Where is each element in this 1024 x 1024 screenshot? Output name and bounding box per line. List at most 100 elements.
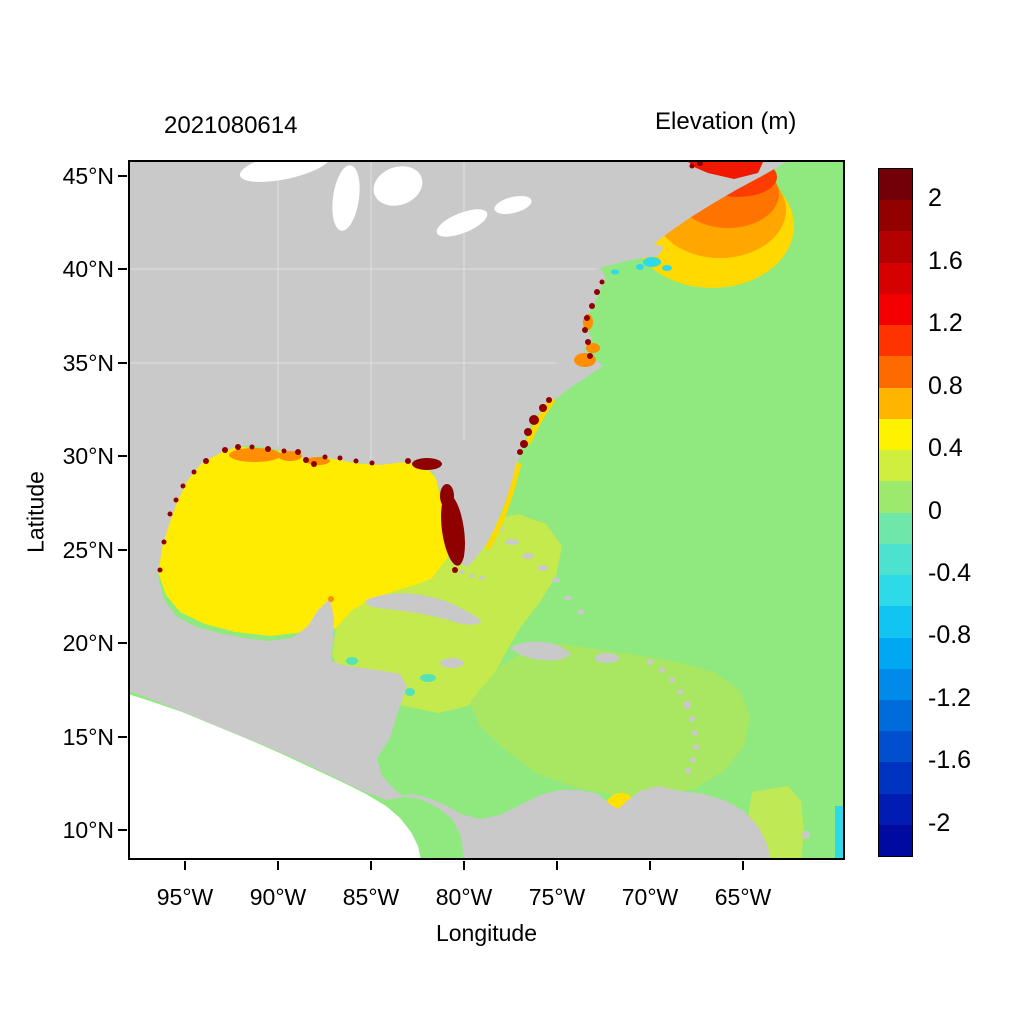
colorbar-tick-label: -0.4 (928, 558, 972, 587)
plot-frame (128, 160, 845, 860)
texas-surge-dot (281, 448, 287, 454)
teal-patches (346, 657, 436, 696)
georgia-surge-dot (539, 404, 547, 412)
lat-tick-label: 35°N (62, 349, 114, 376)
bahamas-island (489, 503, 497, 507)
bahamas-island (538, 565, 548, 571)
lesser-antilles-island (690, 757, 696, 763)
lat-tick-mark (118, 361, 127, 364)
lat-tick-mark (118, 548, 127, 551)
colorbar-cell (879, 387, 912, 419)
colorbar-tick-label: -0.8 (928, 621, 972, 650)
colorbar-cell (879, 356, 912, 388)
colorbar-tick-label: 0.8 (928, 371, 963, 400)
lon-tick-label: 95°W (156, 884, 214, 910)
texas-coast-orange-patch (229, 448, 281, 462)
colorbar-cell (879, 200, 912, 232)
lon-tick-mark (742, 861, 744, 870)
colorbar-title: Elevation (m) (655, 108, 797, 135)
colorbar-cell (879, 169, 912, 201)
colorbar-cell (879, 418, 912, 451)
elevation-map (128, 160, 845, 860)
lon-tick-label: 75°W (528, 884, 586, 910)
lesser-antilles-island (692, 730, 698, 736)
lake-huron (373, 166, 423, 206)
lat-tick-label: 25°N (62, 536, 114, 563)
lat-tick-label: 10°N (62, 817, 114, 843)
colorbar-tick-label: -1.2 (928, 683, 972, 712)
lat-tick-label: 45°N (62, 163, 114, 189)
lon-tick-mark (370, 861, 372, 870)
big-bend-surge-patch (412, 458, 442, 470)
lat-tick-mark (118, 455, 127, 458)
colorbar-tick-label: -2 (928, 808, 951, 837)
lesser-antilles-island (802, 831, 810, 839)
bahamas-island (552, 577, 560, 583)
cayman-teal-patch (420, 674, 436, 682)
south-america-landmass (399, 786, 770, 860)
north-america-landmass (128, 160, 790, 800)
lake-superior (239, 160, 331, 182)
colorbar-cell (879, 699, 912, 732)
central-caribbean-region (470, 644, 750, 796)
lat-tick-label: 30°N (62, 443, 114, 470)
pacific-ocean-blank-region (128, 694, 421, 860)
colorbar-tick-label: -1.6 (928, 746, 972, 775)
gulf-of-mexico-region (136, 446, 455, 636)
colorbar-cell (879, 637, 912, 669)
texas-surge-dot (222, 447, 228, 453)
great-lakes (239, 160, 532, 237)
colorbar (878, 168, 913, 857)
colorbar-cell (879, 606, 912, 638)
southwest-florida-surge-patch (441, 494, 465, 566)
georgia-surge-dot (517, 449, 523, 455)
colorbar-cell (879, 793, 912, 825)
lon-tick-mark (649, 861, 651, 870)
colorbar-cell (879, 762, 912, 794)
florida-keys-island (469, 574, 475, 578)
lesser-antilles-island (647, 659, 653, 665)
lon-tick-label: 90°W (249, 884, 307, 910)
bahamas-island (505, 539, 519, 545)
louisiana-surge-dot (311, 461, 317, 467)
lon-tick-mark (556, 861, 558, 870)
lon-tick-label: 65°W (714, 884, 772, 910)
puerto-rico-island (595, 653, 619, 663)
state-boundary-lines (130, 162, 596, 460)
colorbar-tick-label: 1.6 (928, 246, 963, 275)
lat-tick-mark (118, 175, 127, 177)
lesser-antilles-island (683, 701, 691, 709)
southeast-edge-cyan-strip (835, 806, 845, 860)
colorbar-cell (879, 481, 912, 513)
colorbar-cell (879, 293, 912, 326)
georgia-surge-dot (524, 428, 532, 436)
colorbar-tick-label: 0.4 (928, 434, 963, 463)
colorbar-cell (879, 231, 912, 263)
bahamas-island (522, 553, 534, 559)
run-timestamp-title: 2021080614 (164, 112, 298, 139)
lesser-antilles-island (693, 744, 699, 750)
georgia-surge-dot (529, 415, 539, 425)
colorbar-tick-label: 1.2 (928, 309, 963, 338)
albemarle-orange-patch (586, 343, 600, 353)
turks-island (564, 595, 572, 601)
negative-anomaly-cyan-patches (611, 257, 672, 275)
lesser-antilles-island (689, 716, 695, 722)
lake-michigan (332, 165, 360, 231)
lon-tick-label: 70°W (621, 884, 679, 910)
fundy-surge-dot (689, 163, 695, 169)
louisiana-surge-dot (303, 457, 309, 463)
texas-surge-dot (295, 449, 301, 455)
georgia-surge-dot (546, 397, 552, 403)
tampa-surge-patch (440, 484, 454, 508)
lon-tick-mark (184, 861, 186, 870)
texas-surge-dot (265, 446, 271, 452)
texas-surge-dot (249, 444, 255, 450)
colorbar-cell (879, 543, 912, 576)
colorbar-cell (879, 575, 912, 607)
lon-tick-label: 80°W (435, 884, 493, 910)
colorbar-cell (879, 450, 912, 482)
lesser-antilles-island (669, 677, 675, 683)
colorbar-cell (879, 668, 912, 700)
surge-patches-dark-red (157, 160, 703, 573)
